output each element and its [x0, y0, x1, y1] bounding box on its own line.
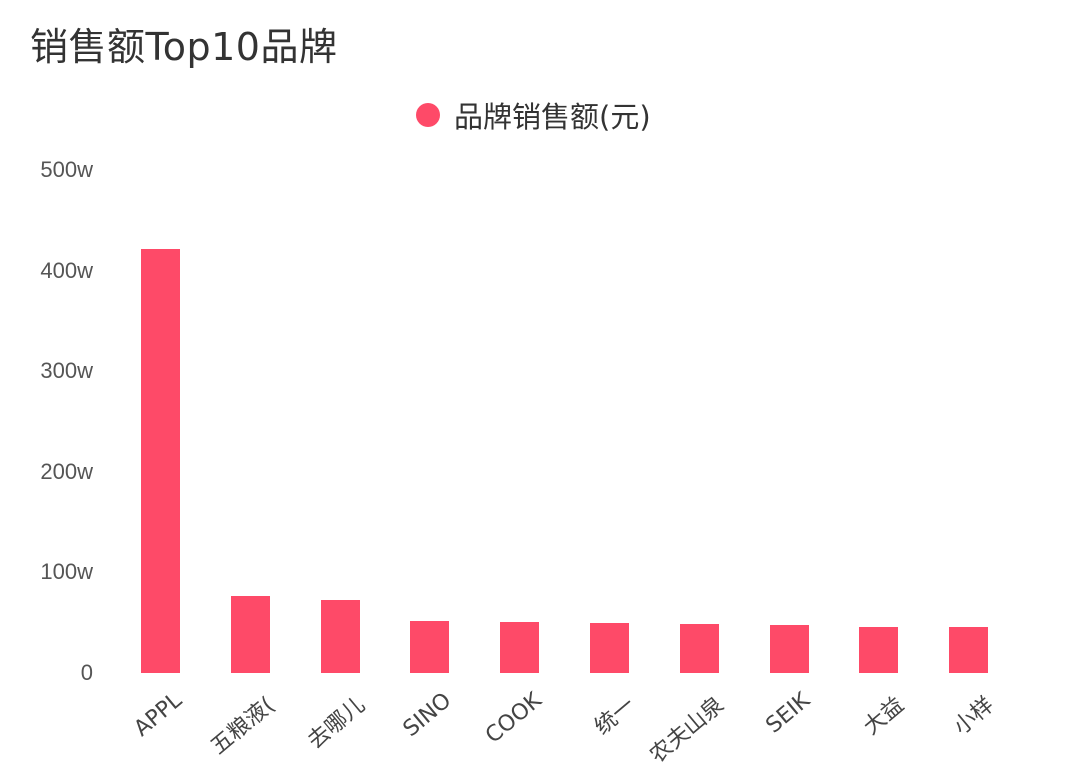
legend[interactable]: 品牌销售额(元) [416, 94, 651, 136]
y-tick-label: 500w [40, 157, 93, 182]
x-tick-label: 农夫山泉 [645, 692, 730, 769]
x-tick-label: 五粮液( [206, 692, 280, 760]
x-tick-label: SINO [398, 688, 457, 743]
bar-0[interactable] [141, 249, 180, 673]
chart-title: 销售额Top10品牌 [30, 25, 338, 69]
bar-6[interactable] [679, 623, 719, 673]
legend-label: 品牌销售额(元) [454, 100, 651, 134]
bar-8[interactable] [859, 626, 899, 673]
bar-7[interactable] [769, 624, 809, 673]
x-tick-label: APPL [129, 688, 187, 742]
bar-2[interactable] [320, 599, 360, 673]
x-tick-label: SEIK [761, 688, 815, 739]
bar-4[interactable] [500, 621, 540, 673]
x-tick-label: 去哪儿 [303, 692, 371, 755]
bar-1[interactable] [230, 595, 270, 673]
bar-3[interactable] [410, 620, 450, 673]
x-tick-label: 大益 [859, 692, 909, 741]
y-tick-label: 200w [40, 458, 93, 484]
x-tick-label: COOK [480, 688, 547, 749]
bar-9[interactable] [949, 626, 989, 673]
x-tick-label: 统一 [589, 692, 640, 741]
bar-5[interactable] [590, 622, 629, 673]
legend-dot-icon [416, 103, 440, 127]
y-tick-label: 0 [80, 660, 93, 685]
y-tick-label: 100w [40, 559, 93, 585]
y-tick-label: 300w [40, 358, 93, 384]
y-tick-label: 400w [40, 257, 93, 283]
x-tick-label: 小样 [948, 692, 999, 741]
